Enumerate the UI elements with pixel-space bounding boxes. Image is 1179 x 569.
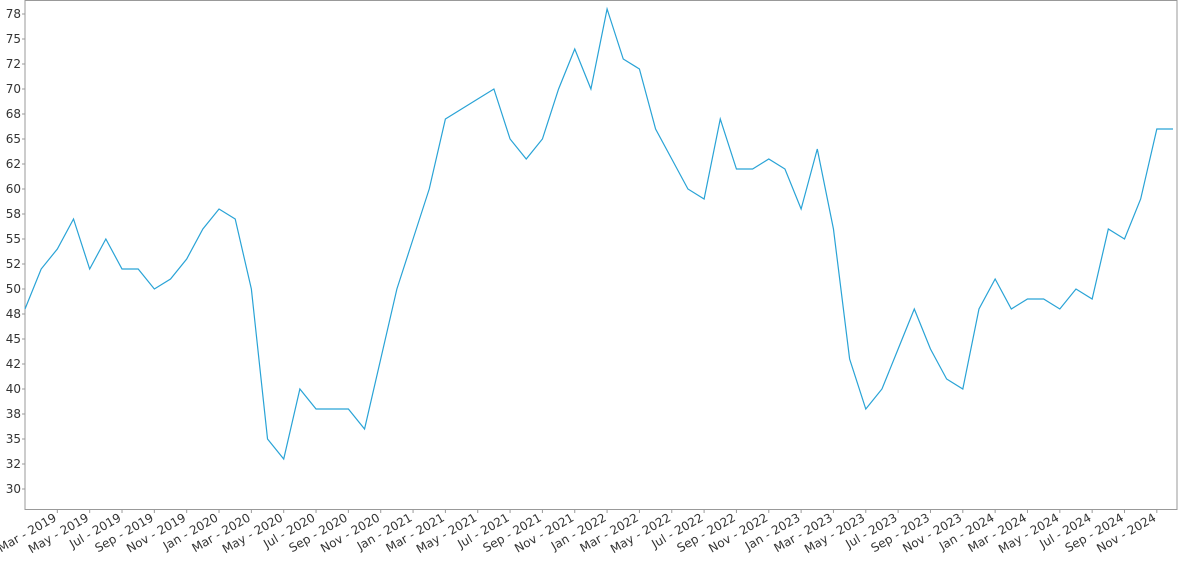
y-tick-label: 32 xyxy=(6,457,21,471)
y-tick-label: 42 xyxy=(6,357,21,371)
y-tick-label: 60 xyxy=(6,182,21,196)
y-tick-label: 48 xyxy=(6,307,21,321)
y-tick-label: 50 xyxy=(6,282,21,296)
y-tick-label: 65 xyxy=(6,132,21,146)
y-tick-label: 40 xyxy=(6,382,21,396)
y-tick-label: 45 xyxy=(6,332,21,346)
y-tick-label: 62 xyxy=(6,157,21,171)
y-tick-label: 55 xyxy=(6,232,21,246)
y-tick-label: 75 xyxy=(6,32,21,46)
y-tick-label: 38 xyxy=(6,407,21,421)
line-series xyxy=(24,6,1173,461)
y-tick-label: 52 xyxy=(6,257,21,271)
y-tick-label: 30 xyxy=(6,482,21,496)
y-tick-label: 35 xyxy=(6,432,21,446)
y-tick-label: 70 xyxy=(6,82,21,96)
y-tick-label: 78 xyxy=(6,7,21,21)
y-tick-label: 72 xyxy=(6,57,21,71)
y-tick-label: 58 xyxy=(6,207,21,221)
y-tick-label: 68 xyxy=(6,107,21,121)
plot-frame xyxy=(24,0,1178,510)
